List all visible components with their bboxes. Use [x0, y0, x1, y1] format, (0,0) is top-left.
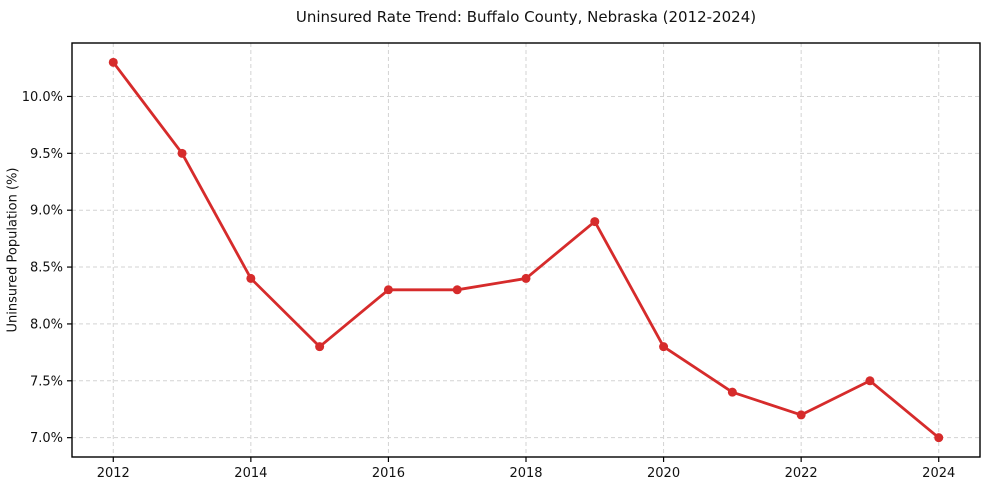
chart-title: Uninsured Rate Trend: Buffalo County, Ne…: [295, 8, 757, 26]
data-point-marker: [177, 148, 187, 158]
x-tick-label: 2018: [509, 466, 542, 481]
data-point-marker: [590, 217, 600, 227]
y-axis-title: Uninsured Population (%): [5, 167, 21, 333]
data-point-marker: [934, 433, 944, 443]
data-point-marker: [659, 342, 669, 352]
y-tick-label: 10.0%: [22, 90, 63, 105]
data-point-marker: [246, 273, 256, 283]
data-point-marker: [521, 273, 531, 283]
y-tick-label: 7.5%: [30, 374, 63, 389]
y-tick-label: 8.5%: [30, 261, 63, 276]
x-tick-label: 2016: [372, 466, 405, 481]
y-tick-label: 8.0%: [30, 317, 63, 332]
x-tick-label: 2022: [785, 466, 818, 481]
data-point-marker: [865, 376, 875, 386]
data-point-marker: [108, 57, 118, 67]
data-point-marker: [315, 342, 325, 352]
data-point-marker: [727, 387, 737, 397]
data-point-marker: [383, 285, 393, 295]
x-tick-label: 2012: [97, 466, 130, 481]
y-tick-label: 9.0%: [30, 204, 63, 219]
x-tick-label: 2024: [922, 466, 955, 481]
y-tick-label: 7.0%: [30, 431, 63, 446]
y-tick-label: 9.5%: [30, 147, 63, 162]
data-point-marker: [452, 285, 462, 295]
data-point-marker: [796, 410, 806, 420]
x-tick-label: 2020: [647, 466, 680, 481]
x-tick-label: 2014: [234, 466, 267, 481]
